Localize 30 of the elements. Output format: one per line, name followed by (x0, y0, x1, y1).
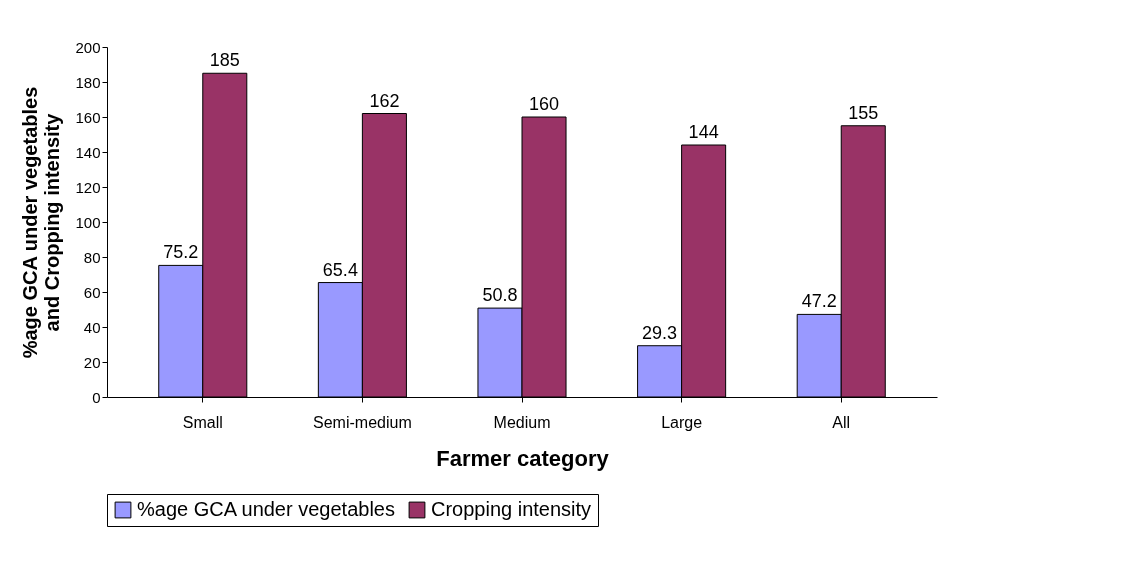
x-tick-label: Medium (493, 413, 551, 431)
x-tick-label: All (832, 413, 851, 431)
y-tick-label: 80 (83, 248, 101, 266)
x-tick-label: Large (661, 413, 703, 431)
legend-label: %age GCA under vegetables (137, 498, 395, 520)
y-tick-label: 100 (75, 213, 101, 231)
y-tick-label: 0 (92, 388, 101, 406)
y-tick-label: 180 (75, 73, 101, 91)
y-tick-label: 60 (83, 283, 101, 301)
y-tick-label: 40 (83, 318, 101, 336)
y-tick-label: 160 (75, 108, 101, 126)
y-tick-label: 200 (75, 38, 101, 56)
data-label: 162 (369, 90, 400, 111)
data-label: 185 (209, 50, 240, 71)
data-label: 47.2 (801, 291, 837, 312)
y-tick-label: 140 (75, 143, 101, 161)
data-label: 50.8 (482, 285, 518, 306)
x-axis-title: Farmer category (436, 445, 610, 471)
data-label: 155 (848, 102, 879, 123)
data-label: 160 (528, 94, 560, 114)
data-label: 75.2 (163, 242, 199, 263)
data-label: 29.3 (642, 322, 678, 343)
y-axis-title: %age GCA under vegetables and Cropping intensity (19, 86, 64, 359)
data-label: 144 (688, 122, 719, 142)
x-tick-label: Small (182, 413, 223, 431)
y-tick-label: 20 (83, 353, 101, 371)
x-tick-label: Semi-medium (313, 413, 412, 431)
y-tick-label: 120 (75, 178, 101, 196)
data-label: 65.4 (322, 259, 358, 280)
legend-label: Cropping intensity (431, 498, 592, 520)
